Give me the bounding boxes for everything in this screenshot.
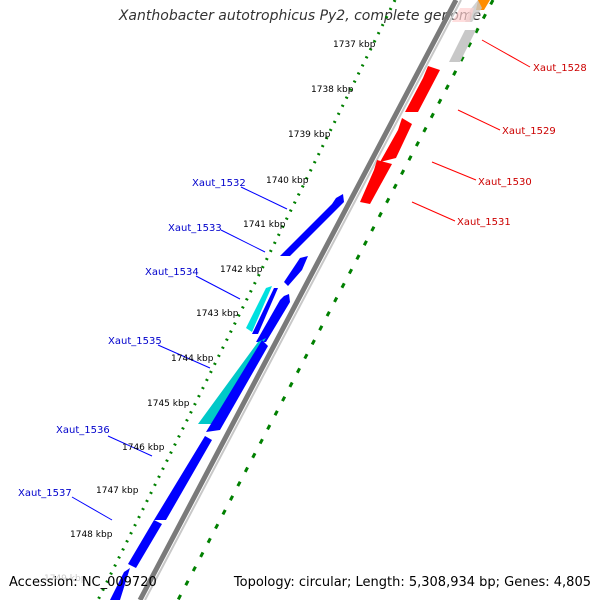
reverse-strand-genes <box>110 194 344 600</box>
gene-label-xaut-1535[interactable]: Xaut_1535 <box>108 336 162 347</box>
gene-xaut-1529 <box>380 118 412 162</box>
tick-label-1749-faded: 1749 kbp <box>44 574 87 584</box>
gene-label-xaut-1529[interactable]: Xaut_1529 <box>502 126 556 137</box>
gene-pink-faded <box>452 8 474 22</box>
map-title: Xanthobacter autotrophicus Py2, complete… <box>118 8 482 24</box>
gene-xaut-1536 <box>154 436 212 520</box>
tick-label-1740: 1740 kbp <box>266 176 309 186</box>
gene-xaut-1534 <box>252 288 278 334</box>
accession-text: Accession: NC_009720 <box>9 575 157 590</box>
tick-label-1744: 1744 kbp <box>171 354 214 364</box>
tick-label-1745: 1745 kbp <box>147 399 190 409</box>
gene-xaut-1533 <box>284 256 308 286</box>
left-gene-labels: Xaut_1532 Xaut_1533 Xaut_1534 Xaut_1535 … <box>18 178 246 499</box>
gene-xaut-1534-cyan <box>246 286 272 332</box>
gene-label-xaut-1528[interactable]: Xaut_1528 <box>533 63 587 74</box>
gene-xaut-1535-cyan <box>198 338 266 424</box>
tick-label-1743: 1743 kbp <box>196 309 239 319</box>
tick-label-1746: 1746 kbp <box>122 443 165 453</box>
tick-label-1741: 1741 kbp <box>243 220 286 230</box>
tick-label-1739: 1739 kbp <box>288 130 331 140</box>
gene-xaut-1537 <box>128 520 162 568</box>
left-label-connectors <box>71 186 288 521</box>
gene-xaut-1532 <box>280 194 344 256</box>
gene-label-xaut-1536[interactable]: Xaut_1536 <box>56 425 110 436</box>
gene-label-xaut-1534[interactable]: Xaut_1534 <box>145 267 199 278</box>
backbone-shadow <box>144 0 462 600</box>
tick-label-1738: 1738 kbp <box>311 85 354 95</box>
gene-gray-1 <box>449 30 476 62</box>
tick-label-1737: 1737 kbp <box>333 40 376 50</box>
tick-label-1742: 1742 kbp <box>220 265 263 275</box>
gene-label-xaut-1533[interactable]: Xaut_1533 <box>168 223 222 234</box>
tick-label-1747: 1747 kbp <box>96 486 139 496</box>
genome-backbone <box>137 0 459 600</box>
gene-label-xaut-1530[interactable]: Xaut_1530 <box>478 177 532 188</box>
right-label-connectors <box>411 39 531 222</box>
gene-partial-bottom <box>110 568 130 600</box>
gene-label-xaut-1537[interactable]: Xaut_1537 <box>18 488 72 499</box>
outer-dashed-ring <box>176 0 495 600</box>
right-gene-labels: Xaut_1528 Xaut_1529 Xaut_1530 Xaut_1531 <box>457 63 587 228</box>
gene-label-xaut-1531[interactable]: Xaut_1531 <box>457 217 511 228</box>
forward-strand-genes <box>360 0 490 204</box>
gene-xaut-1535 <box>206 340 268 432</box>
gene-label-xaut-1532[interactable]: Xaut_1532 <box>192 178 246 189</box>
gene-xaut-1530 <box>360 160 392 204</box>
inner-dotted-ring <box>96 0 397 600</box>
gene-xaut-1534b <box>256 294 290 342</box>
gene-xaut-1528 <box>405 66 440 112</box>
tick-labels: 1737 kbp 1738 kbp 1739 kbp 1740 kbp 1741… <box>44 40 376 584</box>
tick-label-1748: 1748 kbp <box>70 530 113 540</box>
genome-summary: Topology: circular; Length: 5,308,934 bp… <box>233 575 591 590</box>
